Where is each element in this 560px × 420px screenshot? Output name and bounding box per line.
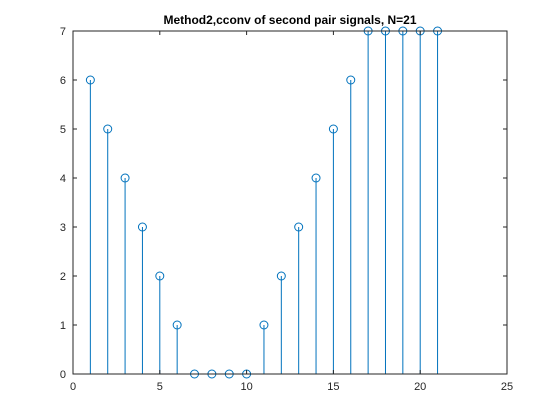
stem-marker [85, 75, 95, 85]
x-tick-label: 0 [70, 381, 76, 393]
y-tick-label: 7 [60, 26, 66, 38]
axes-frame [72, 30, 508, 375]
stem-marker [155, 271, 165, 281]
stem-marker [259, 320, 269, 330]
y-tick-label: 4 [60, 173, 66, 185]
x-tick-label: 10 [240, 381, 252, 393]
x-axis-ticks: 0 5 10 15 20 25 [70, 31, 513, 393]
x-tick-label: 25 [501, 381, 513, 393]
x-tick-label: 20 [414, 381, 426, 393]
axes-box [72, 30, 508, 375]
stem-series [85, 26, 443, 379]
stem-marker [328, 124, 338, 134]
plot-area [73, 31, 507, 374]
y-tick-label: 5 [60, 124, 66, 136]
y-tick-label: 1 [60, 320, 66, 332]
stem-marker [120, 173, 130, 183]
y-tick-label: 6 [60, 75, 66, 87]
x-tick-label: 15 [327, 381, 339, 393]
stem-marker [172, 320, 182, 330]
stem-marker [294, 222, 304, 232]
stem-marker [311, 173, 321, 183]
y-tick-label: 3 [60, 222, 66, 234]
y-tick-label: 0 [60, 369, 66, 381]
y-axis-ticks: 0 1 2 3 4 5 6 7 [60, 26, 507, 381]
stem-marker [137, 222, 147, 232]
y-tick-label: 2 [60, 271, 66, 283]
x-tick-label: 5 [157, 381, 163, 393]
chart-title: Method2,cconv of second pair signals, N=… [163, 13, 416, 27]
stem-marker [103, 124, 113, 134]
stem-marker [346, 75, 356, 85]
stem-marker [276, 271, 286, 281]
